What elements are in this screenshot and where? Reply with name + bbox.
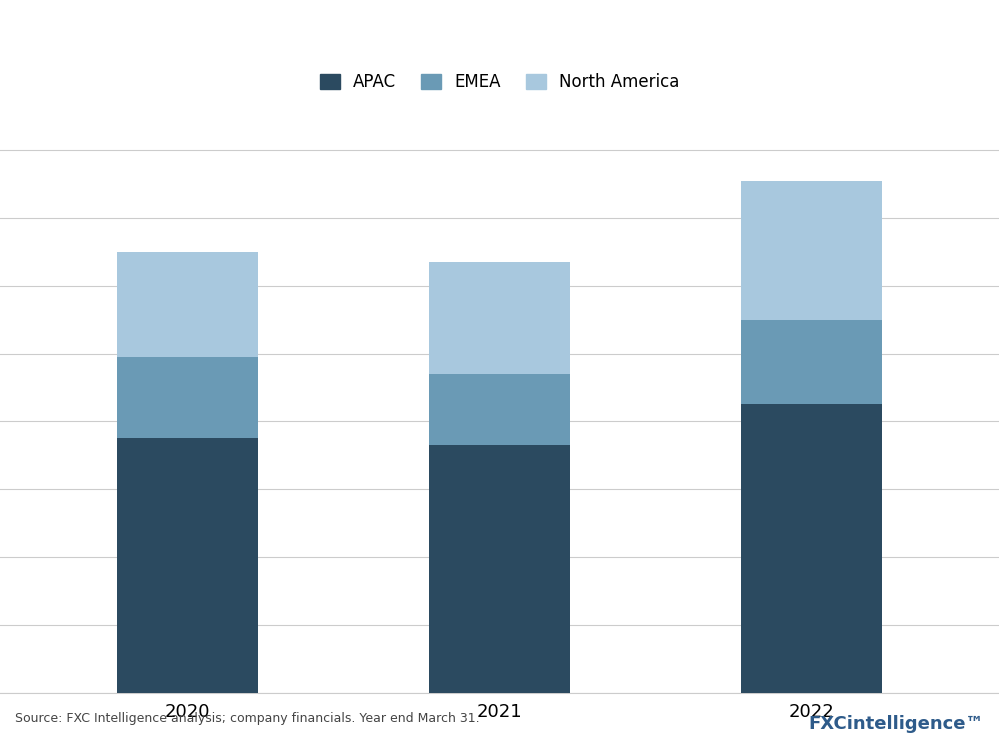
- Bar: [117, 252, 258, 357]
- Text: Source: FXC Intelligence analysis; company financials. Year end March 31.: Source: FXC Intelligence analysis; compa…: [15, 712, 480, 724]
- Bar: [117, 357, 258, 438]
- Bar: [741, 181, 882, 320]
- Bar: [430, 445, 569, 693]
- Text: OFX spurred by annual growth in major markets: OFX spurred by annual growth in major ma…: [15, 24, 734, 50]
- Text: OFX revenue by region, 2020 - 2022: OFX revenue by region, 2020 - 2022: [15, 75, 343, 93]
- Bar: [430, 262, 569, 374]
- Bar: [430, 374, 569, 445]
- Bar: [741, 404, 882, 693]
- Legend: APAC, EMEA, North America: APAC, EMEA, North America: [313, 67, 686, 98]
- Text: FXCintelligence™: FXCintelligence™: [808, 715, 984, 733]
- Bar: [741, 320, 882, 404]
- Bar: [117, 438, 258, 693]
